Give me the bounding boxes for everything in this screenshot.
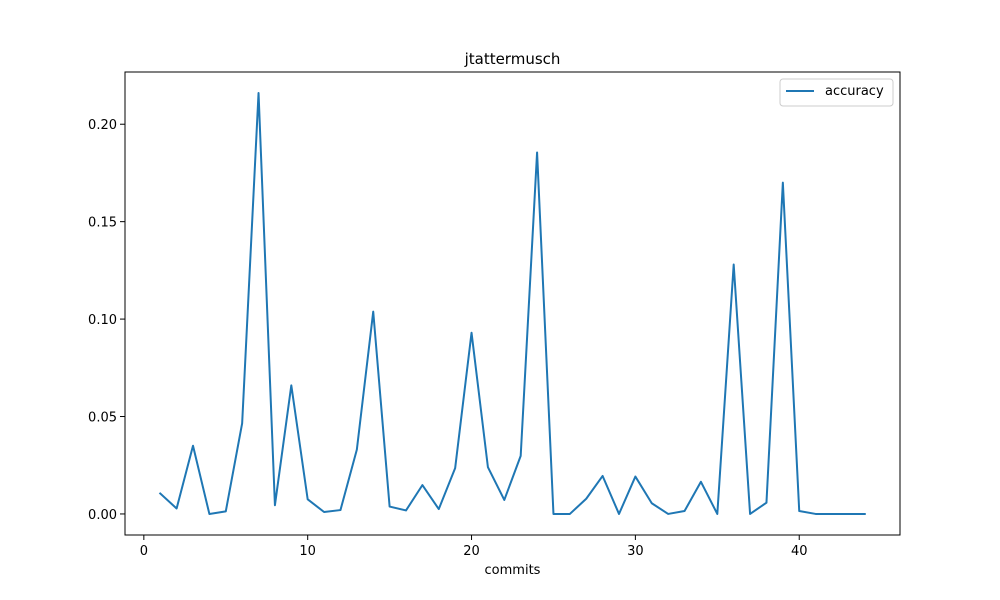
data-point bbox=[274, 504, 276, 506]
y-tick-label: 0.20 bbox=[88, 118, 117, 133]
y-tick-label: 0.00 bbox=[88, 508, 117, 523]
legend-box bbox=[779, 78, 894, 107]
data-point bbox=[323, 511, 325, 513]
axes-frame bbox=[124, 71, 901, 536]
data-point bbox=[618, 513, 620, 515]
x-tick-label: 0 bbox=[140, 544, 148, 559]
data-point bbox=[847, 513, 849, 515]
data-point bbox=[651, 502, 653, 504]
y-tick-label: 0.05 bbox=[88, 411, 117, 426]
data-point bbox=[421, 484, 423, 486]
data-point bbox=[389, 506, 391, 508]
data-point bbox=[225, 510, 227, 512]
y-tick-label: 0.15 bbox=[88, 216, 117, 231]
data-point bbox=[831, 513, 833, 515]
data-point bbox=[815, 513, 817, 515]
x-tick-label: 20 bbox=[463, 544, 480, 559]
data-point bbox=[208, 513, 210, 515]
data-point bbox=[438, 508, 440, 510]
y-tick-label: 0.10 bbox=[88, 313, 117, 328]
data-point bbox=[552, 513, 554, 515]
data-point bbox=[733, 264, 735, 266]
data-point bbox=[765, 502, 767, 504]
data-point bbox=[241, 422, 243, 424]
data-point bbox=[864, 513, 866, 515]
data-point bbox=[569, 513, 571, 515]
data-point bbox=[782, 182, 784, 184]
data-point bbox=[405, 509, 407, 511]
data-point bbox=[356, 449, 358, 451]
x-axis-ticks: 0 10 20 30 40 bbox=[140, 535, 808, 559]
data-point bbox=[536, 151, 538, 153]
legend: accuracy bbox=[779, 78, 894, 107]
chart-title: jtattermusch bbox=[464, 50, 561, 68]
data-point bbox=[798, 510, 800, 512]
data-point bbox=[487, 466, 489, 468]
data-point bbox=[602, 475, 604, 477]
data-point bbox=[503, 499, 505, 501]
x-tick-label: 10 bbox=[299, 544, 316, 559]
x-tick-label: 30 bbox=[627, 544, 644, 559]
data-point bbox=[471, 332, 473, 334]
x-tick-label: 40 bbox=[791, 544, 808, 559]
data-point bbox=[520, 455, 522, 457]
data-point bbox=[159, 492, 161, 494]
data-point bbox=[634, 476, 636, 478]
data-point bbox=[339, 509, 341, 511]
data-point bbox=[684, 510, 686, 512]
data-point bbox=[372, 311, 374, 313]
series-line-accuracy bbox=[158, 92, 866, 515]
data-point bbox=[749, 513, 751, 515]
y-axis-ticks: 0.00 0.05 0.10 0.15 0.20 bbox=[88, 118, 125, 523]
data-point bbox=[176, 507, 178, 509]
data-point bbox=[454, 467, 456, 469]
plot-area bbox=[158, 92, 866, 515]
data-point bbox=[258, 92, 260, 94]
data-point bbox=[192, 445, 194, 447]
x-axis-label: commits bbox=[485, 563, 541, 578]
data-point bbox=[585, 498, 587, 500]
data-point bbox=[667, 513, 669, 515]
legend-label-accuracy: accuracy bbox=[825, 84, 884, 99]
data-point bbox=[700, 481, 702, 483]
data-point bbox=[716, 513, 718, 515]
data-point bbox=[307, 498, 309, 500]
data-point bbox=[290, 384, 292, 386]
